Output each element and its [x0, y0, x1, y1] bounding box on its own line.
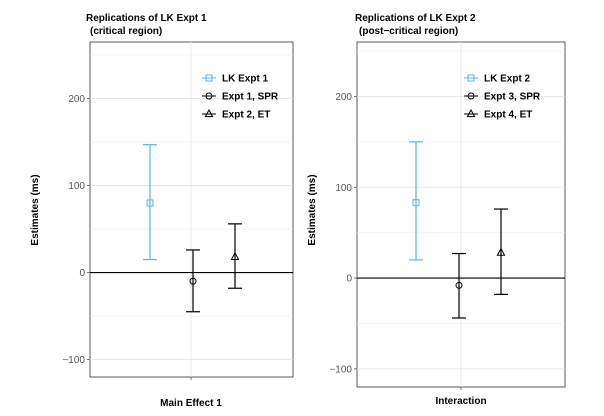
- legend-key-marker-3: [204, 108, 214, 118]
- panel-1: Replications of LK Expt 1 (critical regi…: [30, 13, 294, 409]
- point-estimate-1: [412, 199, 420, 207]
- y-tick-label: 200: [335, 92, 352, 103]
- panel-2: Replications of LK Expt 2 (post−critical…: [307, 13, 566, 407]
- y-tick-label: 0: [79, 268, 85, 279]
- panel-2-marks: [357, 141, 565, 319]
- legend-label-1: LK Expt 2: [484, 74, 531, 85]
- panel-1-subtitle: (critical region): [90, 26, 162, 37]
- panel-2-title: Replications of LK Expt 2: [355, 13, 476, 24]
- legend-label-2: Expt 3, SPR: [484, 92, 541, 103]
- panel-2-legend: LK Expt 2 Expt 3, SPR Expt 4, ET: [464, 74, 541, 121]
- panel-2-grid: [357, 42, 565, 387]
- legend-label-2: Expt 1, SPR: [222, 92, 279, 103]
- panel-1-y-axis-title: Estimates (ms): [30, 174, 41, 245]
- y-tick-label: 100: [68, 181, 85, 192]
- panel-2-y-axis-title: Estimates (ms): [307, 174, 318, 245]
- y-tick-label: −100: [329, 364, 352, 375]
- point-estimate-3: [230, 251, 240, 261]
- panel-2-x-axis-title: Interaction: [435, 396, 486, 407]
- panel-2-subtitle: (post−critical region): [359, 26, 458, 37]
- legend-label-1: LK Expt 1: [222, 74, 269, 85]
- y-tick-label: 200: [68, 94, 85, 105]
- panel-1-plot-area: [89, 41, 294, 378]
- panel-1-title: Replications of LK Expt 1: [86, 13, 207, 24]
- point-estimate-3: [496, 247, 506, 256]
- panel-1-x-axis-title: Main Effect 1: [160, 398, 222, 409]
- y-tick-label: 0: [346, 274, 352, 285]
- panel-2-y-ticks: −100 0 100 200: [329, 92, 462, 390]
- panel-1-legend: LK Expt 1 Expt 1, SPR Expt 2, ET: [202, 74, 279, 121]
- point-estimate-2: [455, 281, 463, 289]
- y-tick-label: 100: [335, 183, 352, 194]
- panel-1-grid: [90, 42, 293, 377]
- point-estimate-1: [146, 199, 154, 207]
- y-tick-label: −100: [62, 355, 85, 366]
- legend-key-marker-2: [467, 92, 475, 100]
- legend-key-marker-2: [205, 92, 213, 100]
- point-estimate-2: [189, 277, 197, 285]
- legend-key-marker-3: [466, 108, 476, 118]
- legend-key-marker-1: [467, 74, 475, 82]
- legend-label-3: Expt 4, ET: [484, 110, 532, 121]
- legend-key-marker-1: [205, 74, 213, 82]
- panel-1-marks: [90, 144, 293, 313]
- legend-label-3: Expt 2, ET: [222, 110, 270, 121]
- panel-1-y-ticks: −100 0 100 200: [62, 94, 192, 380]
